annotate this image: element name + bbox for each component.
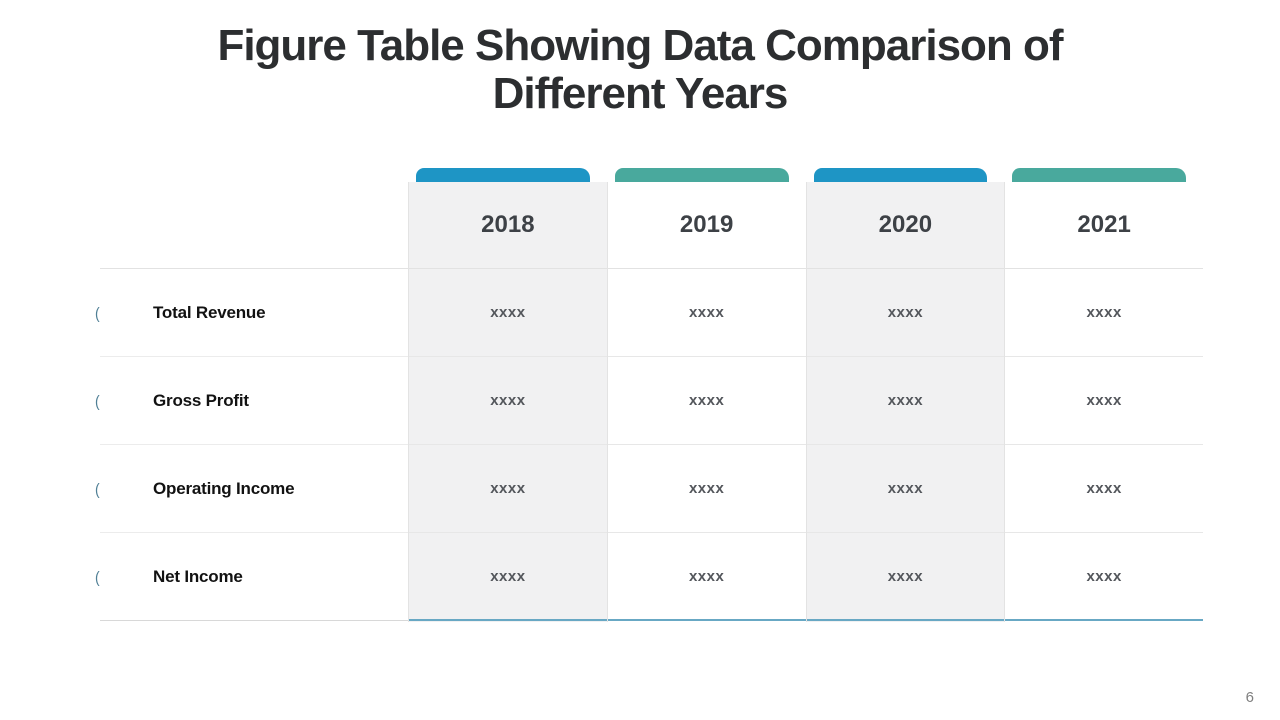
year-column-2020: 2020 xxxx xxxx xxxx xxxx bbox=[805, 168, 1005, 622]
value-cell-2020-operating-income: xxxx bbox=[806, 445, 1005, 533]
page-title-line-2: Different Years bbox=[492, 69, 789, 118]
page-title-line-1: Figure Table Showing Data Comparison of bbox=[217, 21, 1063, 70]
row-label-text: Operating Income bbox=[153, 478, 295, 498]
row-label-operating-income: ( Operating Income bbox=[95, 445, 408, 533]
year-header-2021: 2021 bbox=[1005, 182, 1203, 269]
year-column-2021: 2021 xxxx xxxx xxxx xxxx bbox=[1004, 168, 1203, 622]
column-tab-2019 bbox=[614, 168, 789, 182]
value-cell-2019-operating-income: xxxx bbox=[607, 445, 806, 533]
value-cell-2019-total-revenue: xxxx bbox=[607, 269, 806, 357]
year-column-body-2018: 2018 xxxx xxxx xxxx xxxx bbox=[408, 182, 607, 622]
column-tab-2021 bbox=[1012, 168, 1186, 182]
value-cell-2020-total-revenue: xxxx bbox=[806, 269, 1005, 357]
column-tab-2020 bbox=[813, 168, 988, 182]
row-label-net-income: ( Net Income bbox=[95, 533, 408, 621]
value-cell-2018-operating-income: xxxx bbox=[409, 445, 607, 533]
row-label-text: Total Revenue bbox=[153, 302, 266, 322]
value-cell-2021-gross-profit: xxxx bbox=[1005, 357, 1203, 445]
value-cell-2019-gross-profit: xxxx bbox=[607, 357, 806, 445]
year-column-2018: 2018 xxxx xxxx xxxx xxxx bbox=[408, 168, 607, 622]
value-cell-2018-gross-profit: xxxx bbox=[409, 357, 607, 445]
row-marker-icon: ( bbox=[95, 303, 100, 322]
year-column-body-2021: 2021 xxxx xxxx xxxx xxxx bbox=[1004, 182, 1203, 622]
row-label-text: Net Income bbox=[153, 566, 243, 586]
value-cell-2020-gross-profit: xxxx bbox=[806, 357, 1005, 445]
row-label-text: Gross Profit bbox=[153, 390, 249, 410]
year-header-2020: 2020 bbox=[806, 182, 1005, 269]
year-header-2018: 2018 bbox=[409, 182, 607, 269]
row-labels-column: ( Total Revenue ( Gross Profit ( Operati… bbox=[95, 168, 408, 622]
value-cell-2020-net-income: xxxx bbox=[806, 533, 1005, 621]
year-header-2019: 2019 bbox=[607, 182, 806, 269]
row-marker-icon: ( bbox=[95, 567, 100, 586]
column-tab-2018 bbox=[416, 168, 590, 182]
page-number: 6 bbox=[1245, 689, 1254, 706]
year-column-body-2019: 2019 xxxx xxxx xxxx xxxx bbox=[606, 182, 806, 622]
value-cell-2018-total-revenue: xxxx bbox=[409, 269, 607, 357]
row-marker-icon: ( bbox=[95, 391, 100, 410]
value-cell-2021-operating-income: xxxx bbox=[1005, 445, 1203, 533]
value-cell-2019-net-income: xxxx bbox=[607, 533, 806, 621]
row-label-total-revenue: ( Total Revenue bbox=[95, 269, 408, 357]
year-column-2019: 2019 xxxx xxxx xxxx xxxx bbox=[606, 168, 806, 622]
comparison-table: ( Total Revenue ( Gross Profit ( Operati… bbox=[95, 168, 1203, 622]
value-cell-2021-total-revenue: xxxx bbox=[1005, 269, 1203, 357]
row-marker-icon: ( bbox=[95, 479, 100, 498]
value-cell-2021-net-income: xxxx bbox=[1005, 533, 1203, 621]
year-column-body-2020: 2020 xxxx xxxx xxxx xxxx bbox=[805, 182, 1005, 622]
row-label-gross-profit: ( Gross Profit bbox=[95, 357, 408, 445]
page-title: Figure Table Showing Data Comparison of … bbox=[0, 22, 1280, 118]
value-cell-2018-net-income: xxxx bbox=[409, 533, 607, 621]
table-corner-spacer bbox=[100, 182, 408, 269]
